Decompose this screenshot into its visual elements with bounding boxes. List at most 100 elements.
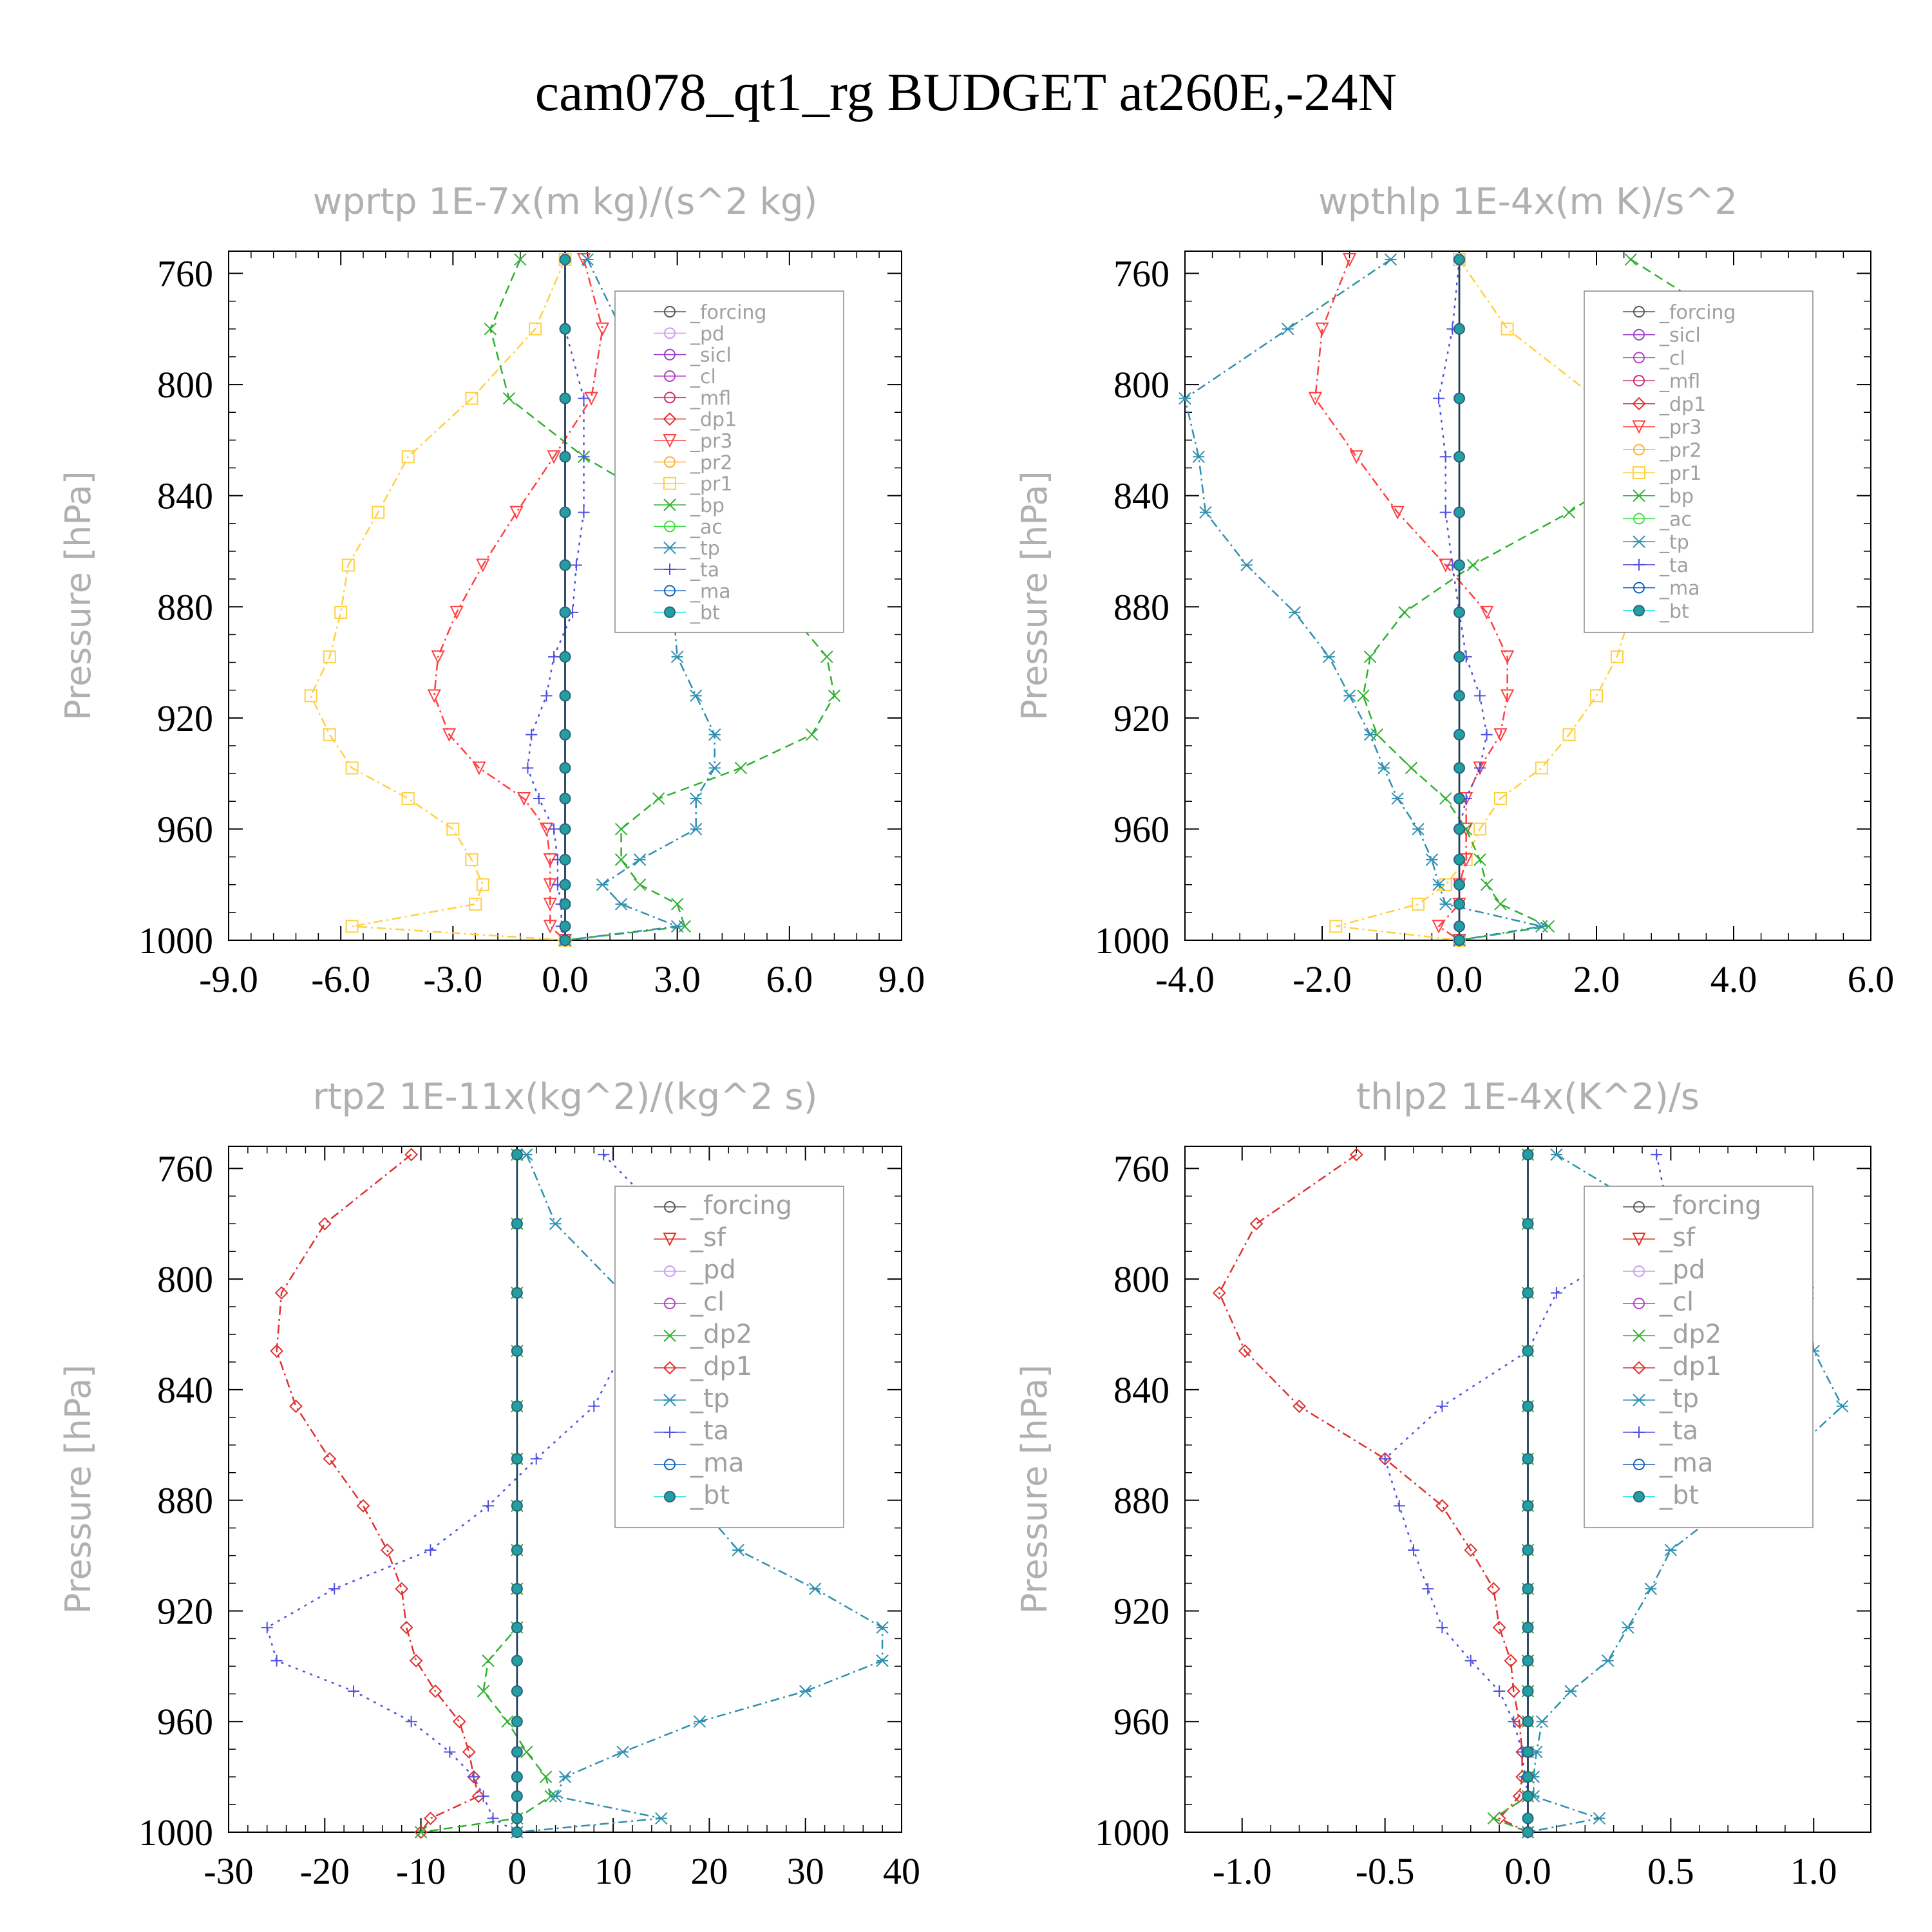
- legend-entry: _tp: [1659, 531, 1689, 554]
- legend-marker: [1633, 1426, 1645, 1438]
- y-tick-label: 960: [1113, 808, 1170, 850]
- series-bt: [1454, 253, 1465, 946]
- data-point: [399, 1620, 413, 1634]
- legend-marker: [1632, 1361, 1646, 1375]
- data-point: [689, 689, 703, 703]
- series-line-dp2: [1492, 1154, 1529, 1833]
- legend-marker: [663, 1394, 676, 1406]
- data-point: [559, 253, 571, 265]
- y-tick-label: 960: [157, 1701, 213, 1743]
- legend: _forcing_pd_sicl_cl_mfl_dp1_pr3_pr2_pr1_…: [614, 290, 844, 633]
- data-point: [1590, 689, 1603, 703]
- data-point: [1481, 728, 1493, 741]
- legend-marker: [1633, 1201, 1645, 1213]
- legend-marker: [663, 1329, 676, 1342]
- data-point: [670, 650, 684, 663]
- data-point: [1398, 606, 1411, 619]
- data-point: [1522, 1544, 1534, 1556]
- data-point: [1439, 451, 1452, 463]
- data-point: [529, 322, 542, 336]
- data-point: [1454, 920, 1465, 933]
- data-point: [1610, 650, 1624, 663]
- data-point: [1522, 1654, 1534, 1667]
- legend-entry: _ta: [690, 559, 719, 582]
- data-point: [1454, 853, 1465, 866]
- legend-marker: [1633, 513, 1645, 525]
- legend-marker: [664, 392, 676, 404]
- panel-title: rtp2 1E-11x(kg^2)/(kg^2 s): [313, 1076, 818, 1118]
- series-pr3: [427, 252, 610, 948]
- y-tick-label: 760: [1113, 1148, 1170, 1189]
- data-point: [1349, 1148, 1363, 1162]
- data-point: [1439, 898, 1452, 911]
- data-point: [1384, 253, 1397, 266]
- x-tick-label: -10: [396, 1850, 446, 1892]
- legend-entry: _dp1: [1659, 393, 1706, 416]
- data-point: [1522, 1771, 1534, 1783]
- series-tp: [1179, 253, 1548, 947]
- data-point: [511, 1716, 523, 1728]
- legend-marker: [1633, 489, 1645, 502]
- data-point: [1308, 392, 1322, 406]
- legend-entry: _dp1: [690, 409, 737, 431]
- legend-entry: _pr2: [690, 451, 732, 474]
- y-tick-label: 800: [1113, 364, 1170, 406]
- y-axis-label: Pressure [hPa]: [1014, 1365, 1055, 1614]
- data-point: [444, 1746, 456, 1758]
- data-point: [1240, 558, 1253, 572]
- y-tick-label: 1000: [138, 920, 213, 961]
- legend-marker: [664, 1491, 676, 1502]
- legend-marker: [664, 1459, 676, 1470]
- series-ta: [1433, 253, 1493, 946]
- data-point: [1466, 558, 1480, 572]
- data-point: [1535, 920, 1548, 933]
- data-point: [559, 606, 571, 618]
- legend-entry: _tp: [1659, 1384, 1699, 1414]
- x-tick-label: 20: [690, 1850, 728, 1892]
- data-point: [1363, 728, 1377, 741]
- y-tick-label: 1000: [1095, 1812, 1170, 1853]
- data-point: [1522, 1345, 1534, 1357]
- legend-entry: _cl: [1659, 1287, 1694, 1317]
- data-point: [511, 1218, 523, 1230]
- data-point: [526, 728, 538, 741]
- data-point: [1593, 1812, 1606, 1825]
- legend-marker: [1633, 535, 1645, 548]
- data-point: [404, 1148, 419, 1162]
- series-line-dp2: [421, 1154, 552, 1833]
- series-pr1: [304, 252, 572, 947]
- legend-entry: _bp: [1659, 486, 1694, 508]
- data-point: [578, 451, 590, 463]
- data-point: [409, 1654, 423, 1668]
- data-point: [511, 1685, 523, 1697]
- legend-marker: [1632, 420, 1646, 434]
- legend-entry: _dp1: [690, 1352, 752, 1381]
- data-point: [547, 450, 561, 464]
- legend-entry: _dp2: [1659, 1320, 1721, 1349]
- series-line-tp: [1184, 258, 1542, 942]
- data-point: [341, 558, 355, 572]
- series-pr3: [1308, 252, 1515, 948]
- data-point: [559, 451, 571, 463]
- data-point: [1249, 1217, 1264, 1231]
- legend-entry: _bt: [690, 1481, 730, 1510]
- y-tick-label: 920: [157, 697, 213, 739]
- series-bt: [511, 1148, 523, 1838]
- data-point: [1315, 322, 1329, 337]
- data-point: [1562, 506, 1576, 519]
- x-tick-label: 2.0: [1573, 958, 1620, 1000]
- data-point: [511, 1544, 523, 1556]
- data-point: [1522, 1500, 1534, 1512]
- data-point: [1439, 792, 1452, 805]
- data-point: [1390, 506, 1405, 520]
- data-point: [1288, 606, 1302, 619]
- legend-entry: _forcing: [690, 1191, 792, 1220]
- data-point: [820, 650, 833, 663]
- data-point: [614, 898, 628, 911]
- data-point: [468, 1771, 480, 1783]
- y-axis-label: Pressure [hPa]: [1014, 471, 1055, 720]
- x-tick-label: 0.0: [1436, 958, 1483, 1000]
- data-point: [1473, 762, 1486, 774]
- data-point: [559, 762, 571, 774]
- legend: _forcing _sf_pd_cl _dp2 _dp1 _tp_ta_ma _bt: [1584, 1186, 1814, 1528]
